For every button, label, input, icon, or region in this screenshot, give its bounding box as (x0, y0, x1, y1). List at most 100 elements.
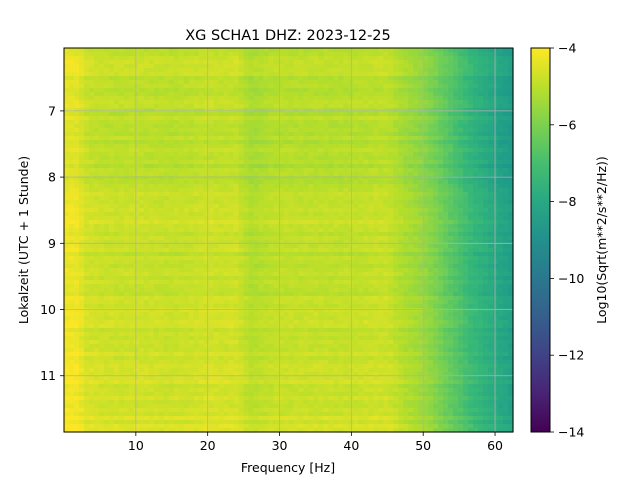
heatmap-cell (158, 160, 165, 165)
heatmap-cell (203, 196, 210, 201)
heatmap-cell (73, 184, 80, 189)
heatmap-cell (333, 116, 339, 121)
heatmap-cell (88, 232, 95, 237)
heatmap-cell (268, 140, 275, 145)
heatmap-cell (83, 228, 90, 233)
heatmap-cell (303, 72, 310, 77)
heatmap-cell (498, 148, 504, 153)
heatmap-cell (418, 212, 424, 217)
heatmap-cell (308, 88, 315, 93)
heatmap-cell (88, 176, 95, 181)
heatmap-cell (238, 64, 245, 69)
heatmap-cell (503, 240, 509, 245)
heatmap-cell (178, 116, 185, 121)
heatmap-cell (183, 132, 190, 137)
heatmap-cell (363, 108, 369, 113)
heatmap-cell (498, 144, 504, 149)
heatmap-cell (443, 112, 449, 117)
heatmap-cell (388, 244, 394, 249)
heatmap-cell (423, 88, 429, 93)
heatmap-cell (468, 216, 474, 221)
heatmap-cell (363, 168, 369, 173)
heatmap-cell (198, 196, 205, 201)
heatmap-cell (498, 152, 504, 157)
heatmap-cell (263, 212, 270, 217)
heatmap-cell (153, 52, 160, 57)
heatmap-cell (143, 100, 150, 105)
heatmap-cell (188, 96, 195, 101)
heatmap-cell (73, 124, 80, 129)
heatmap-cell (163, 168, 170, 173)
heatmap-cell (233, 116, 240, 121)
heatmap-cell (93, 264, 100, 269)
heatmap-cell (248, 240, 255, 245)
heatmap-cell (368, 248, 374, 253)
heatmap-cell (233, 148, 240, 153)
heatmap-cell (113, 56, 120, 61)
heatmap-cell (253, 108, 260, 113)
heatmap-cell (208, 96, 215, 101)
heatmap-cell (468, 172, 474, 177)
heatmap-cell (248, 128, 255, 133)
heatmap-cell (493, 112, 499, 117)
heatmap-cell (168, 248, 175, 253)
heatmap-cell (73, 56, 80, 61)
heatmap-cell (118, 240, 125, 245)
heatmap-cell (138, 196, 145, 201)
heatmap-cell (158, 120, 165, 125)
heatmap-cell (478, 264, 484, 269)
heatmap-cell (438, 52, 444, 57)
heatmap-cell (418, 60, 424, 65)
heatmap-cell (508, 128, 514, 133)
heatmap-cell (323, 252, 330, 257)
heatmap-cell (93, 268, 100, 273)
heatmap-cell (153, 148, 160, 153)
heatmap-cell (68, 196, 75, 201)
heatmap-cell (73, 260, 80, 265)
heatmap-cell (458, 108, 464, 113)
heatmap-cell (243, 132, 250, 137)
heatmap-cell (343, 112, 349, 117)
heatmap-cell (358, 52, 364, 57)
heatmap-cell (298, 60, 305, 65)
heatmap-cell (78, 228, 85, 233)
heatmap-cell (373, 140, 379, 145)
heatmap-cell (508, 68, 514, 73)
heatmap-cell (443, 196, 449, 201)
heatmap-cell (453, 180, 459, 185)
heatmap-cell (258, 180, 265, 185)
heatmap-cell (203, 268, 210, 273)
heatmap-cell (64, 164, 70, 169)
heatmap-cell (393, 88, 399, 93)
heatmap-cell (298, 232, 305, 237)
heatmap-cell (113, 228, 120, 233)
heatmap-cell (188, 228, 195, 233)
heatmap-cell (273, 64, 280, 69)
heatmap-cell (108, 168, 115, 173)
heatmap-cell (203, 256, 210, 261)
heatmap-cell (493, 68, 499, 73)
heatmap-cell (183, 188, 190, 193)
heatmap-cell (503, 264, 509, 269)
heatmap-cell (238, 80, 245, 85)
heatmap-cell (233, 196, 240, 201)
heatmap-cell (188, 232, 195, 237)
heatmap-cell (293, 68, 300, 73)
heatmap-cell (193, 144, 200, 149)
heatmap-cell (163, 80, 170, 85)
heatmap-cell (308, 196, 315, 201)
heatmap-cell (508, 168, 514, 173)
heatmap-cell (358, 164, 364, 169)
heatmap-cell (78, 104, 85, 109)
heatmap-cell (333, 212, 339, 217)
heatmap-cell (318, 184, 325, 189)
heatmap-cell (433, 144, 439, 149)
heatmap-cell (328, 104, 334, 109)
heatmap-cell (64, 60, 70, 65)
heatmap-cell (233, 224, 240, 229)
heatmap-cell (503, 156, 509, 161)
heatmap-cell (363, 56, 369, 61)
heatmap-cell (428, 188, 434, 193)
heatmap-cell (113, 244, 120, 249)
heatmap-cell (263, 204, 270, 209)
